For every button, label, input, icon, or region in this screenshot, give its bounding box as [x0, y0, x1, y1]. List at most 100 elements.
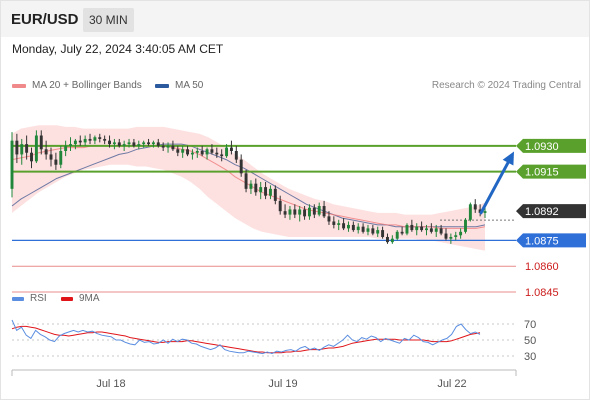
current-price-label: 1.0892 [525, 206, 559, 218]
x-axis-layer: Jul 18 Jul 19 Jul 22 [11, 369, 517, 390]
candle [205, 149, 209, 155]
legend-rsi-ma-label: 9MA [79, 293, 100, 304]
candle [176, 149, 180, 153]
candle [464, 219, 467, 232]
candle [234, 150, 238, 160]
candle [88, 138, 92, 141]
candle [64, 145, 68, 151]
legend-rsi: RSI [12, 293, 47, 304]
x-tick-label: Jul 22 [437, 378, 466, 390]
candle [273, 188, 277, 201]
forecast-layer [479, 151, 514, 215]
resistance-label: 1.0915 [525, 167, 559, 179]
legend-ma50-label: MA 50 [175, 80, 204, 91]
candle [122, 144, 126, 146]
candle [195, 150, 199, 153]
candle [454, 235, 458, 237]
rsi-tick-label: 70 [524, 319, 536, 331]
x-tick-label: Jul 18 [96, 378, 125, 390]
legend-rsi-label: RSI [30, 293, 47, 304]
candle [298, 209, 302, 215]
candle [73, 140, 77, 145]
forecast-arrow-shaft [479, 157, 512, 215]
candle [439, 228, 443, 234]
candle [478, 209, 482, 213]
rsi-ma-line [11, 325, 481, 354]
candle [20, 144, 24, 155]
legend-ma20-label: MA 20 + Bollinger Bands [32, 80, 142, 91]
candle [137, 144, 141, 146]
candle [459, 231, 463, 236]
candle [59, 150, 63, 165]
candle [103, 138, 107, 141]
resistance-badge [516, 138, 586, 153]
candle [283, 211, 287, 215]
candle [268, 188, 272, 196]
candle [327, 216, 331, 222]
candle [186, 149, 190, 155]
legend-ma20: MA 20 + Bollinger Bands [12, 80, 142, 91]
candle [132, 142, 136, 146]
candle [78, 140, 82, 143]
candle [83, 138, 87, 143]
candle [147, 142, 150, 145]
candle [434, 228, 438, 232]
candle [420, 226, 424, 231]
candle [322, 206, 326, 217]
candle [244, 173, 248, 189]
candle [425, 228, 428, 231]
candle [307, 207, 311, 217]
candle [229, 147, 233, 151]
candle [293, 209, 297, 215]
rsi-layer: 70 50 30 [11, 319, 536, 363]
candle [400, 231, 404, 234]
forecast-arrow-head [502, 151, 514, 166]
candle [303, 209, 307, 217]
candle [444, 233, 448, 239]
candle [112, 142, 116, 145]
target-label: 1.0845 [525, 287, 559, 299]
rsi-ma-swatch [61, 296, 73, 301]
candle [371, 228, 375, 234]
candle [49, 154, 53, 160]
rsi-swatch [12, 296, 24, 301]
candle [190, 152, 194, 155]
bollinger-band-layer [12, 125, 485, 251]
candle [376, 230, 380, 234]
rsi-tick-label: 50 [524, 335, 536, 347]
candle [39, 135, 43, 150]
candle [415, 226, 419, 231]
candle [210, 149, 214, 153]
candle [171, 145, 175, 150]
symbol-label: EUR/USD [11, 11, 79, 28]
candle [381, 230, 385, 237]
candle [342, 223, 346, 229]
candle [249, 183, 253, 189]
candle [356, 226, 360, 231]
candle [366, 228, 370, 232]
candle [220, 154, 224, 157]
candle [181, 149, 185, 153]
legend-rsi-ma: 9MA [61, 293, 100, 304]
candle [142, 142, 146, 145]
candle [15, 140, 19, 155]
bollinger-band [12, 125, 485, 251]
ma50-swatch [155, 83, 169, 88]
candle [69, 144, 72, 146]
timeframe-badge[interactable]: 30 MIN [83, 8, 134, 32]
candle [166, 145, 170, 148]
candle [288, 209, 292, 215]
target-label: 1.0860 [525, 261, 559, 273]
current-price-badge [516, 204, 586, 219]
resistance-badge [516, 164, 586, 179]
credit-label: Research © 2024 Trading Central [431, 80, 581, 91]
candle [351, 224, 355, 231]
candle [312, 207, 316, 215]
candle [254, 183, 258, 193]
levels-layer: 1.0930 1.0915 1.0875 1.0860 1.0845 1.0892 [12, 138, 586, 299]
candle [161, 145, 165, 148]
candle [54, 159, 58, 165]
rsi-tick-label: 30 [524, 351, 536, 363]
candle [483, 211, 487, 213]
